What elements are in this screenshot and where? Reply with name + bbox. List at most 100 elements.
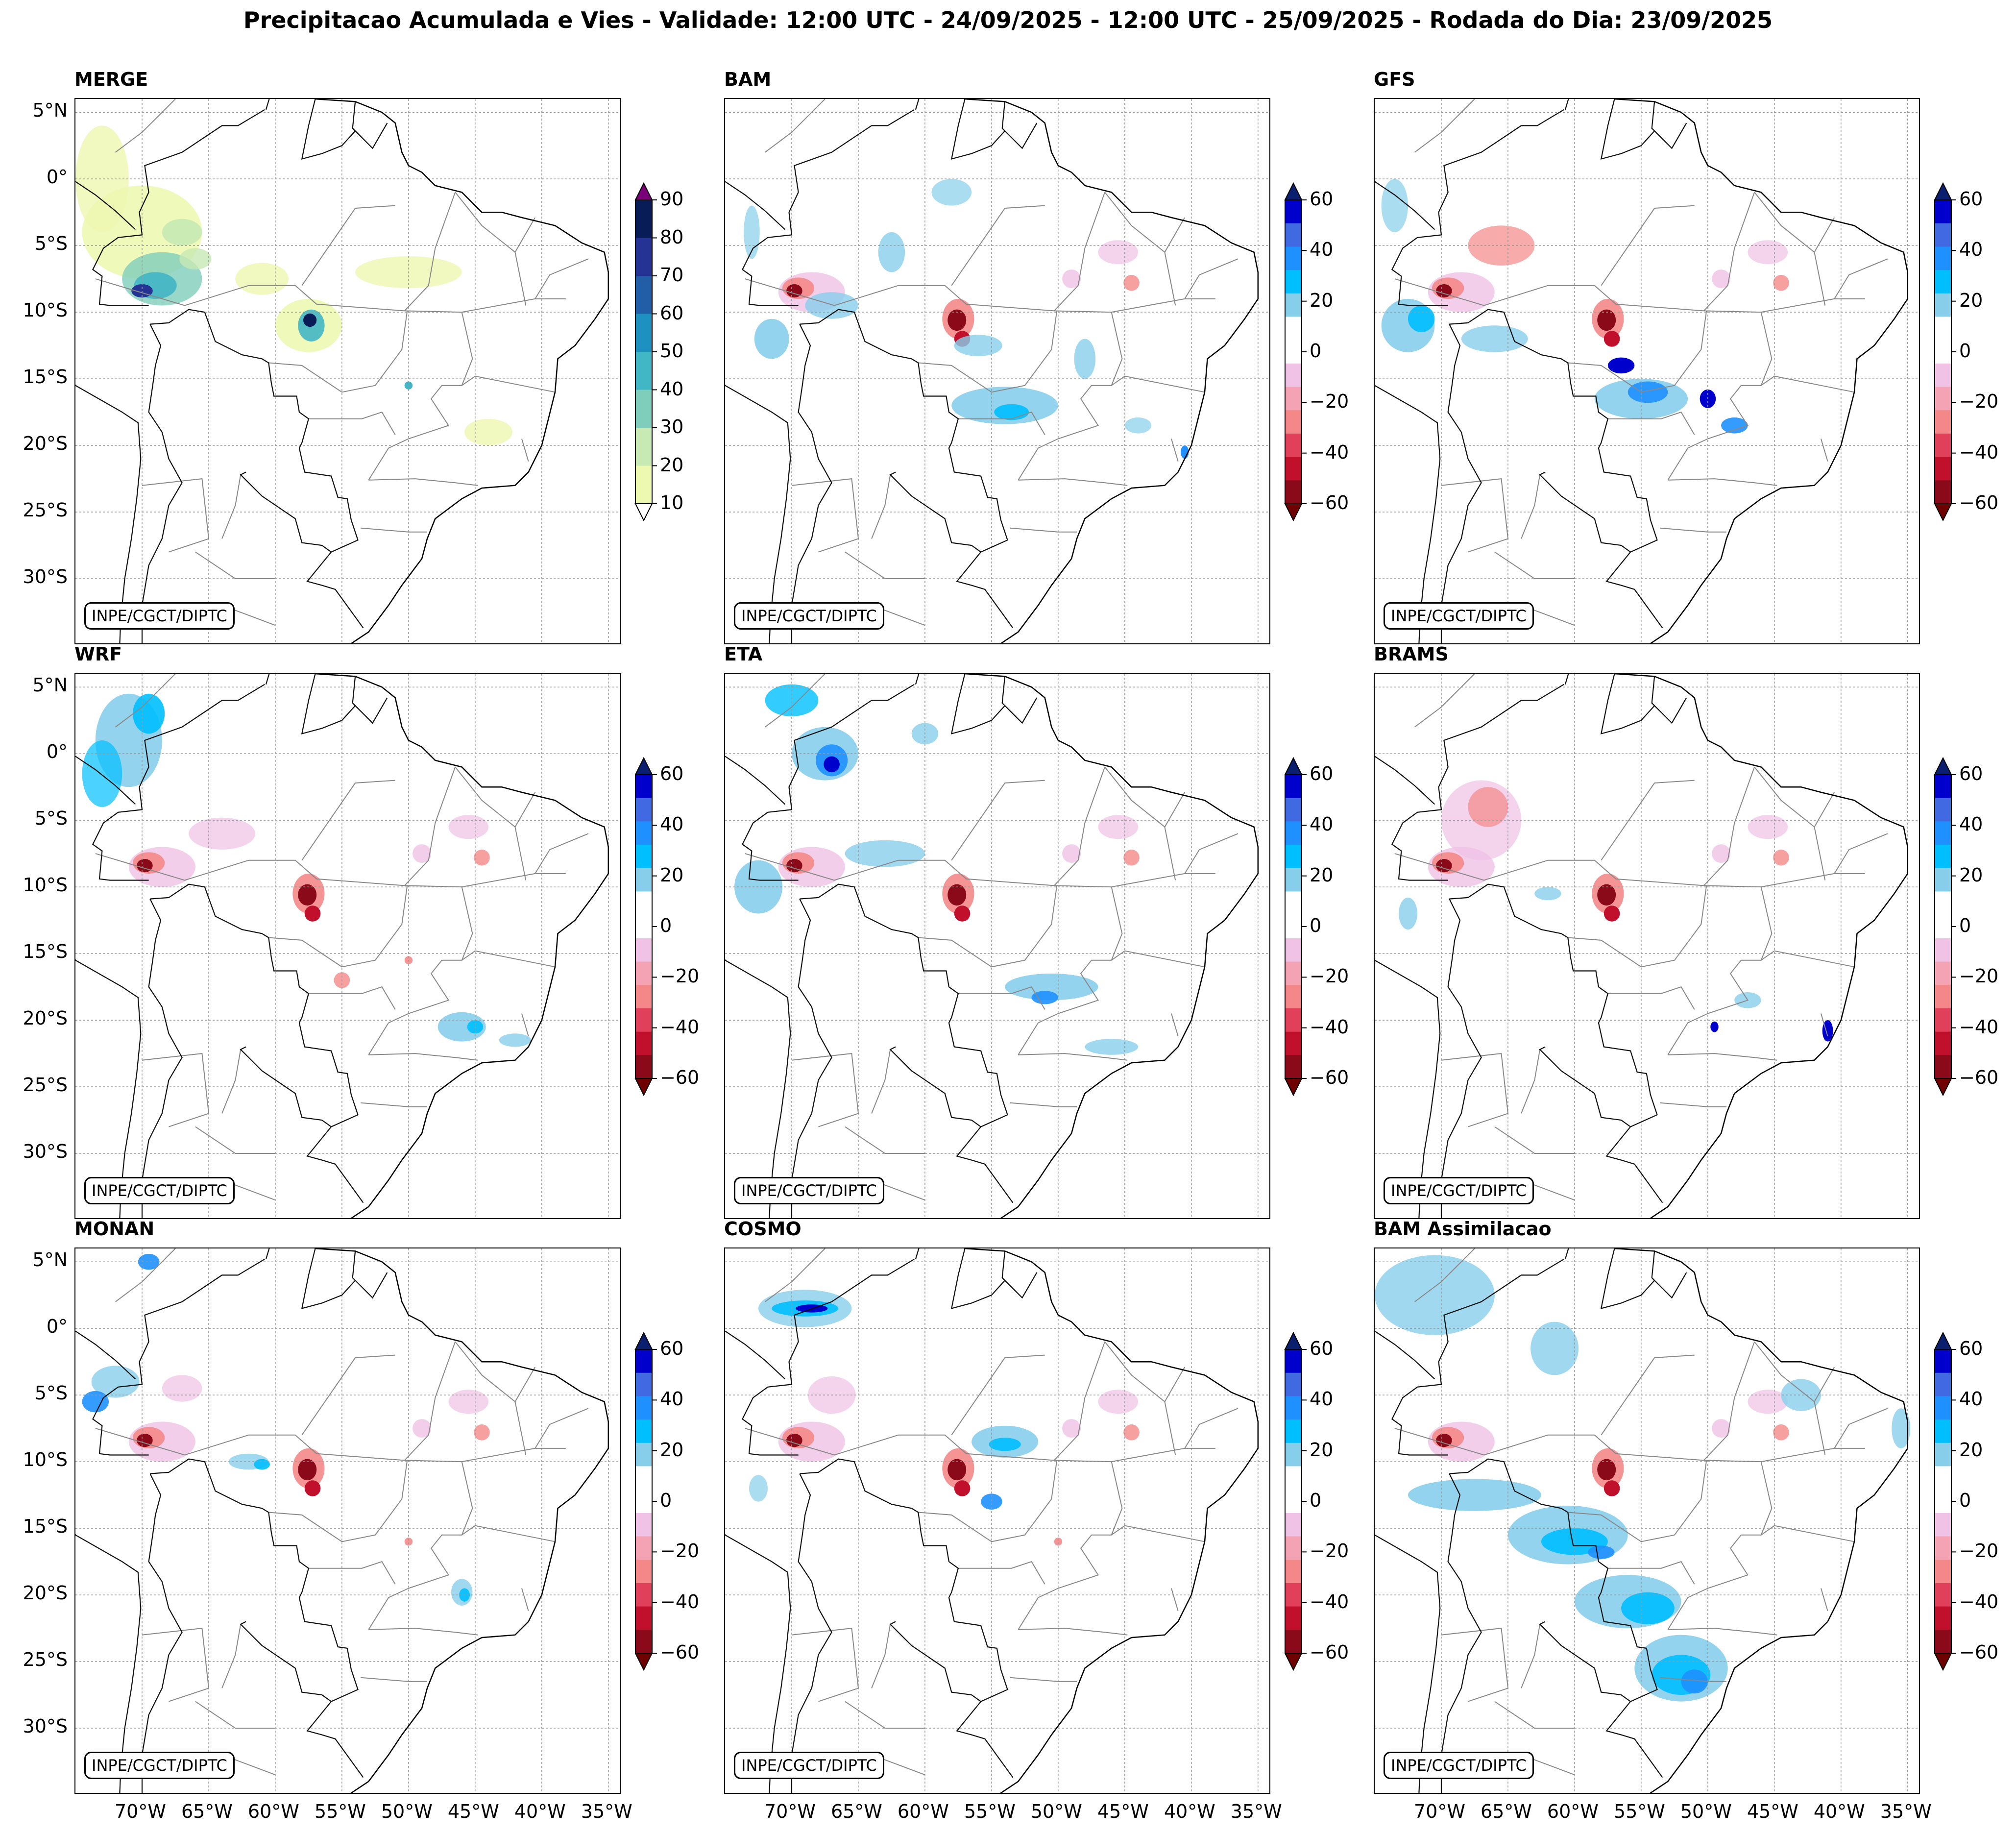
country-border [889,471,981,553]
longitude-label: 40°W [1813,1801,1865,1822]
state-border [368,312,473,481]
state-border [1754,192,1826,306]
colorbar-tick-label: 40 [1310,1388,1334,1410]
state-border [461,375,556,393]
field-contour [1124,417,1152,434]
map-panel-merge: MERGE INPE/CGCT/DIPTC 5°N 0° 5°S 10°S 15°S 20°S… [23,69,683,644]
colorbar-segment [1935,845,1951,869]
field-contour [303,313,317,327]
state-border [1018,312,1123,481]
colorbar: 60 40 20 0 −20 −40 −60 [1934,182,2012,535]
state-border [461,1525,556,1542]
longitude-label: 55°W [964,1801,1016,1822]
colorbar-tick-label: 0 [1959,1490,1971,1511]
latitude-label: 0° [46,741,68,763]
credit-label: INPE/CGCT/DIPTC [1384,1177,1534,1204]
state-border [1834,258,1888,299]
colorbar-tick-label: 40 [660,378,684,400]
country-border [1449,309,1663,629]
credit-label: INPE/CGCT/DIPTC [84,1177,235,1204]
country-border [1440,1473,1482,1793]
colorbar-segment [635,1536,652,1560]
colorbar-segment [635,1031,652,1055]
longitude-label: 55°W [1613,1801,1665,1822]
colorbar-segment [635,775,652,799]
field-contour [954,905,971,922]
field-contour [1399,897,1417,930]
colorbar: 60 40 20 0 −20 −40 −60 [634,1332,713,1685]
state-border [404,1342,456,1461]
state-border [745,853,1215,888]
state-border [521,439,529,462]
field-contour [1461,325,1528,352]
colorbar-bias [1284,1332,1307,1671]
colorbar-tick-label: −20 [1310,1540,1349,1562]
field-contour [1597,1459,1616,1481]
field-contour [1436,1434,1452,1447]
colorbar-tick-label: 40 [1310,813,1334,835]
field-contour [1748,240,1788,265]
colorbar-tick-label: 60 [660,763,684,784]
coastline [314,1248,609,1793]
latitude-label: 10°S [23,1449,68,1471]
state-border [791,1052,859,1127]
country-border [1600,1248,1655,1309]
colorbar-segment [1935,270,1951,294]
country-border [791,1473,832,1793]
country-border [889,1621,981,1702]
longitude-label: 45°W [447,1801,499,1822]
longitude-label: 60°W [247,1801,299,1822]
colorbar-segment [1935,223,1951,247]
state-border [1441,1627,1509,1702]
country-border [92,1258,265,1456]
colorbar-segment [635,985,652,1009]
country-border [915,1248,920,1260]
colorbar-segment [635,798,652,822]
field-contour [254,1459,270,1470]
state-border [368,1628,478,1636]
field-contour [1054,1538,1063,1546]
state-border [1164,792,1186,828]
state-border [360,1677,427,1682]
colorbar-over-arrow [634,1332,653,1350]
colorbar-segment [1285,891,1302,915]
country-border [725,1330,786,1380]
state-border [301,205,395,286]
colorbar-tick-label: 0 [1310,340,1322,362]
field-contour [786,284,802,298]
longitude-label: 65°W [1480,1801,1532,1822]
state-border [1111,1525,1205,1542]
country-border [1449,1458,1663,1778]
field-contour [1098,1390,1139,1414]
country-border [1564,674,1569,685]
latitude-label: 25°S [23,499,68,521]
colorbar-tick-label: 0 [1310,1490,1322,1511]
colorbar-segment [1285,775,1302,799]
state-border [845,1701,925,1729]
latitude-label: 5°N [32,674,68,696]
country-border [265,99,270,110]
longitude-label: 50°W [1680,1801,1732,1822]
field-contour [989,1438,1021,1451]
coastline [964,1248,1259,1793]
field-contour [1062,1419,1081,1438]
state-border [221,1049,242,1114]
coastline [314,99,609,643]
colorbar-over-arrow [634,182,653,200]
state-border [521,1013,529,1036]
colorbar-segment [635,1630,652,1654]
state-border [360,527,427,533]
latitude-label: 5°N [32,99,68,122]
longitude-label: 35°W [581,1801,632,1822]
country-border [741,684,915,881]
state-border [1668,478,1777,486]
field-contour [437,1012,486,1042]
colorbar-segment [1285,915,1302,939]
latitude-label: 25°S [23,1074,68,1096]
colorbar-tick-label: 20 [1959,289,1983,311]
state-border [514,792,536,828]
state-border [951,205,1045,286]
colorbar-segment [1935,1560,1951,1584]
colorbar-segment [1285,938,1302,962]
colorbar-segment [1935,798,1951,822]
